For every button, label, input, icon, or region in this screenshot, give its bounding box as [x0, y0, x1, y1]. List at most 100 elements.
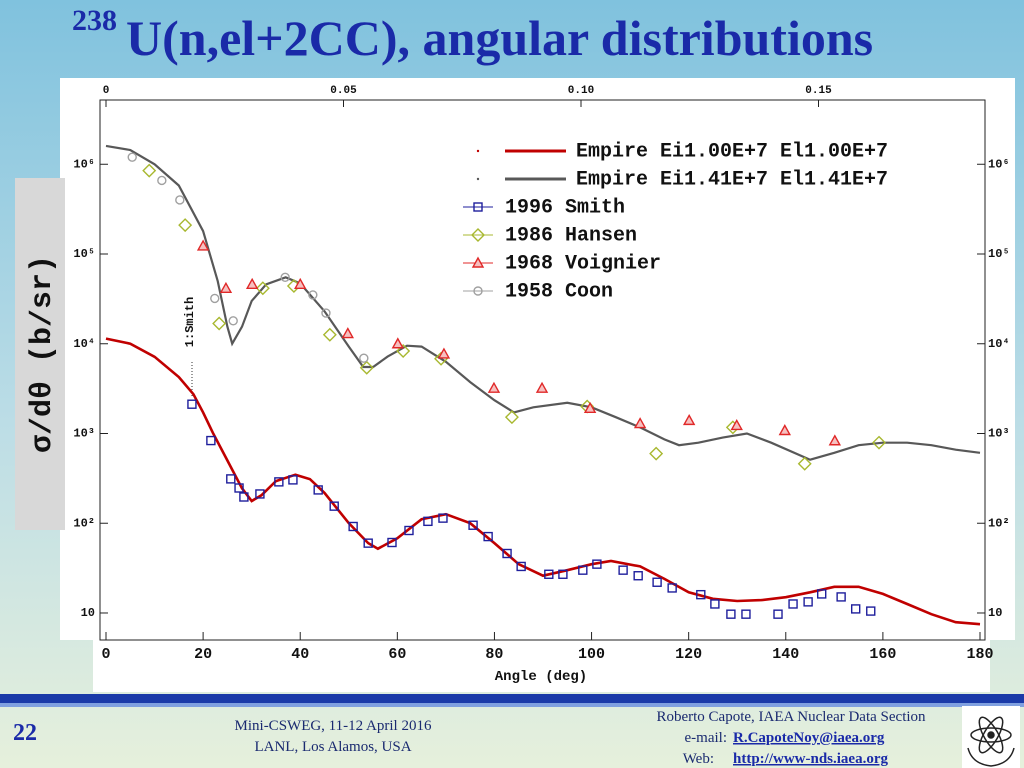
marker-circle [210, 293, 220, 304]
marker-diamond [322, 327, 337, 342]
title-superscript: 238 [72, 4, 117, 37]
marker-square [438, 513, 448, 523]
marker-square [363, 538, 373, 548]
curve [105, 337, 981, 626]
marker-triangle [219, 281, 233, 293]
y-tick-label: 10 [81, 606, 95, 620]
x2-tick-label: 0.10 [568, 85, 594, 97]
marker-circle [280, 272, 290, 283]
legend-label: Empire Ei1.00E+7 El1.00E+7 [576, 140, 888, 163]
marker-square [850, 604, 861, 614]
x-tick-label: 180 [966, 646, 993, 663]
marker-square [226, 474, 236, 484]
marker-square [726, 609, 736, 619]
x2-tick-label: 0 [103, 85, 110, 97]
y-tick-label: 10⁶ [73, 157, 95, 171]
marker-square [788, 599, 798, 609]
marker-triangle [391, 337, 405, 349]
marker-square [817, 589, 827, 599]
ylabel-box [15, 178, 65, 530]
web-label: Web: [683, 751, 714, 767]
marker-diamond [396, 344, 411, 359]
x-tick-label: 80 [485, 646, 503, 663]
marker-diamond [872, 435, 886, 450]
marker-triangle [471, 256, 485, 268]
curve [105, 144, 981, 461]
x-tick-label: 160 [869, 646, 896, 663]
marker-square [667, 583, 677, 593]
x-tick-label: 60 [388, 646, 406, 663]
marker-square [313, 485, 323, 495]
marker-square [255, 489, 265, 499]
marker-triangle [245, 277, 259, 289]
marker-square [836, 592, 846, 602]
legend-label: 1996 Smith [505, 196, 625, 219]
event-line: Mini-CSWEG, 11-12 April 2016 [235, 718, 432, 734]
x2-tick-label: 0.05 [330, 85, 357, 97]
marker-square [329, 501, 339, 511]
marker-square [348, 521, 358, 532]
x-tick-label: 0 [101, 646, 110, 663]
marker-square [544, 569, 554, 579]
marker-diamond [255, 281, 270, 296]
marker-square [652, 577, 662, 587]
event-line: LANL, Los Alamos, USA [254, 739, 411, 755]
marker-circle [157, 175, 167, 186]
marker-square [592, 559, 602, 569]
marker-diamond [142, 163, 157, 178]
y-tick-label: 10⁵ [73, 247, 95, 261]
marker-square [618, 565, 628, 575]
footer-bar [0, 694, 1024, 703]
y-tick-label: 10³ [988, 427, 1010, 441]
marker-square [803, 597, 813, 607]
y-tick-label: 10² [73, 516, 95, 530]
page-number: 22 [13, 720, 37, 746]
marker-square [206, 435, 216, 446]
marker-diamond [212, 316, 227, 331]
marker-square [866, 606, 876, 616]
y-tick-label: 10² [988, 516, 1010, 530]
marker-diamond [178, 218, 193, 233]
marker-triangle [487, 381, 501, 393]
marker-circle [228, 316, 238, 326]
marker-square [468, 520, 478, 530]
marker-square [483, 531, 493, 542]
marker-square [473, 202, 483, 212]
marker-square [741, 609, 751, 619]
marker-circle [359, 353, 369, 363]
marker-triangle [535, 381, 549, 393]
marker-square [274, 477, 284, 487]
legend-label: 1986 Hansen [505, 224, 637, 247]
axis-panel [93, 640, 990, 692]
marker-square [502, 548, 512, 559]
footer-stripe [0, 703, 1024, 707]
email-link[interactable]: R.CapoteNoy@iaea.org [733, 730, 885, 746]
y-axis-label: σ/dθ (b/sr) [26, 255, 60, 453]
x-tick-label: 120 [675, 646, 702, 663]
marker-square [516, 561, 526, 572]
x-tick-label: 100 [578, 646, 605, 663]
web-link[interactable]: http://www-nds.iaea.org [733, 751, 889, 767]
marker-square [633, 571, 643, 581]
slide-title: U(n,el+2CC), angular distributions [126, 10, 873, 66]
marker-triangle [682, 413, 696, 426]
y-tick-label: 10⁶ [988, 157, 1010, 171]
plot-frame [99, 99, 986, 641]
y-tick-label: 10⁴ [73, 337, 95, 351]
marker-triangle [633, 417, 647, 429]
marker-diamond [649, 446, 664, 461]
marker-square [234, 483, 244, 493]
marker-square [404, 525, 414, 536]
email-label: e-mail: [685, 730, 727, 746]
marker-circle [308, 290, 318, 300]
marker-square [710, 599, 720, 609]
legend-label: 1958 Coon [505, 280, 613, 303]
x-tick-label: 20 [194, 646, 212, 663]
iaea-logo [962, 706, 1020, 768]
author: Roberto Capote, IAEA Nuclear Data Sectio… [656, 709, 926, 725]
marker-circle [473, 286, 483, 296]
marker-triangle [778, 424, 791, 436]
marker-triangle [294, 277, 307, 289]
